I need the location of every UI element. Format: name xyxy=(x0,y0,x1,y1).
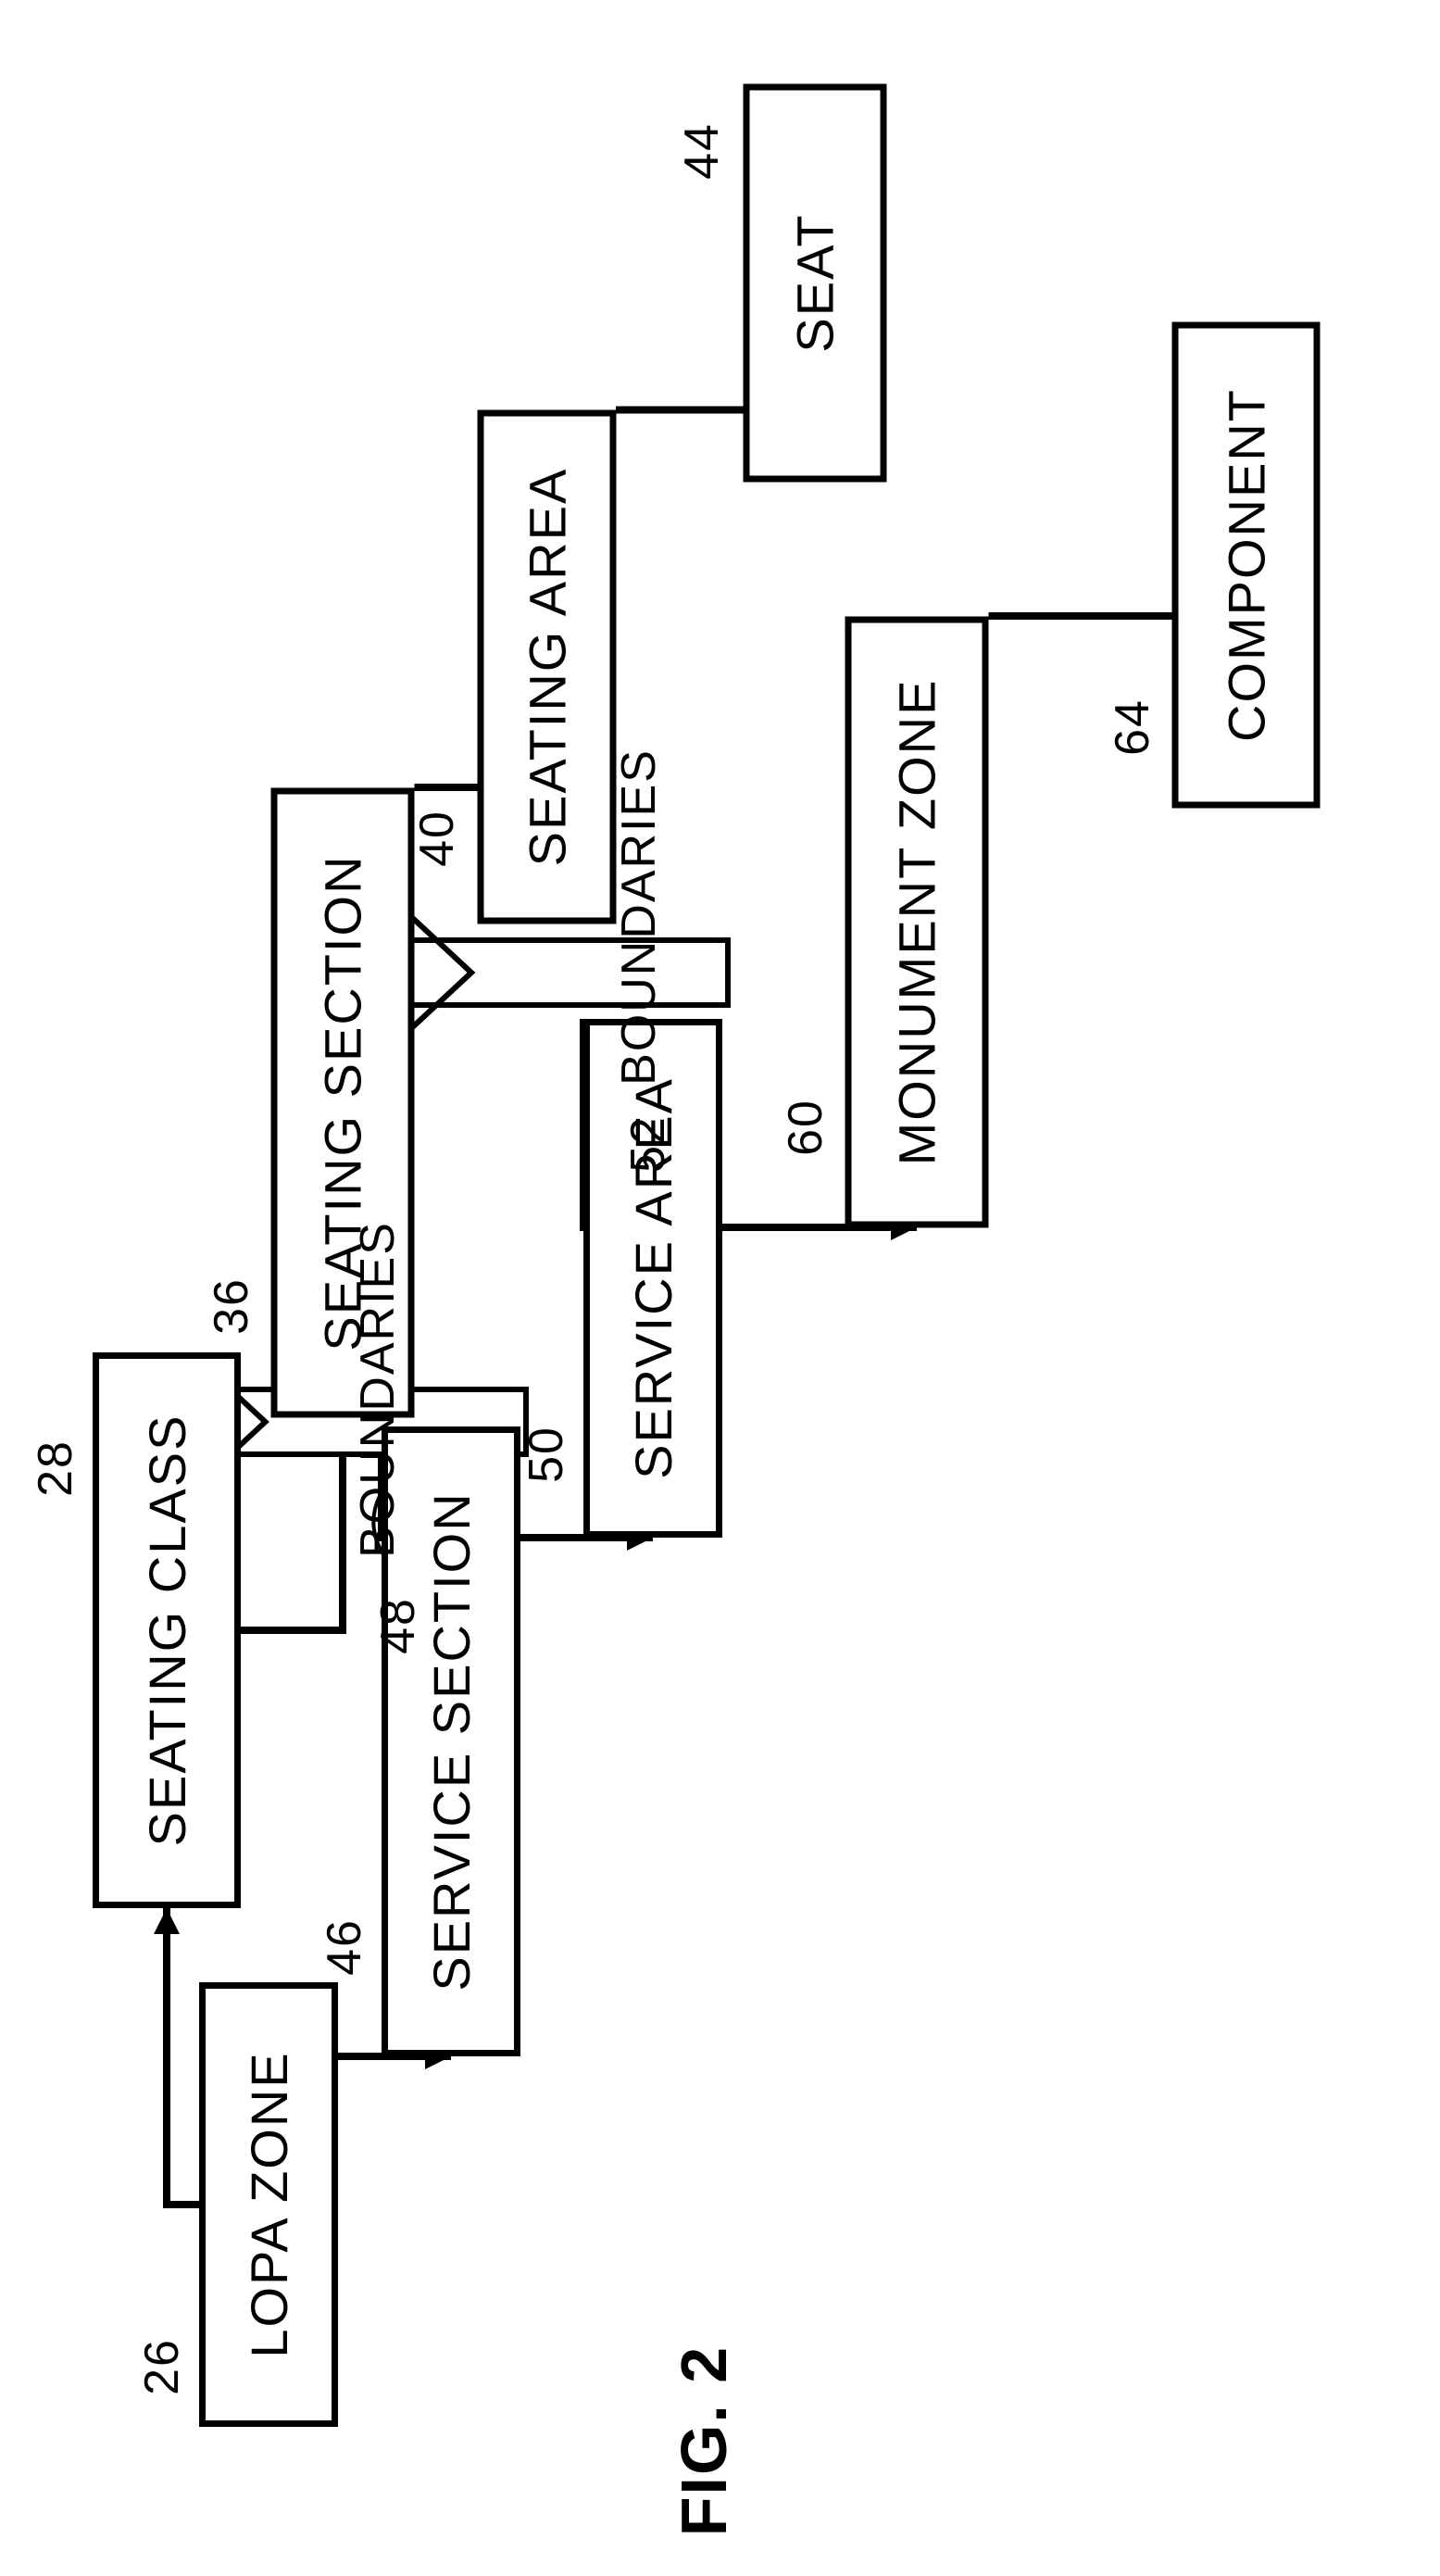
seat-ref: 44 xyxy=(674,122,730,180)
boundaries-ref: 52 xyxy=(620,1115,676,1173)
seating-area-box: SEATING AREA xyxy=(477,410,616,924)
monument-zone-box: MONUMENT ZONE xyxy=(845,616,989,1227)
service-section-ref: 46 xyxy=(317,1918,372,1976)
lopa-zone-ref: 26 xyxy=(134,2338,190,2395)
boundaries-ref: 48 xyxy=(370,1597,426,1654)
seating-class-box: SEATING CLASS xyxy=(93,1352,241,1908)
seat-box: SEAT xyxy=(744,83,887,482)
component-box: COMPONENT xyxy=(1171,322,1320,809)
seating-section-ref: 36 xyxy=(204,1277,259,1335)
lopa-zone-box: LOPA ZONE xyxy=(199,1982,338,2427)
component-ref: 64 xyxy=(1105,698,1160,756)
service-area-ref: 50 xyxy=(519,1426,574,1483)
service-area-box: SERVICE AREA xyxy=(583,1019,722,1538)
seating-class-ref: 28 xyxy=(28,1439,83,1497)
diagram-stage: FIG. 2 LOPA ZONE26SERVICE SECTION46SEATI… xyxy=(0,0,1440,2576)
figure-title: FIG. 2 xyxy=(667,2345,741,2536)
seating-area-ref: 40 xyxy=(409,810,465,867)
boundaries-label: BOUNDARIES xyxy=(350,1221,406,1558)
boundaries-label: BOUNDARIES xyxy=(611,748,667,1086)
monument-zone-ref: 60 xyxy=(778,1099,833,1156)
